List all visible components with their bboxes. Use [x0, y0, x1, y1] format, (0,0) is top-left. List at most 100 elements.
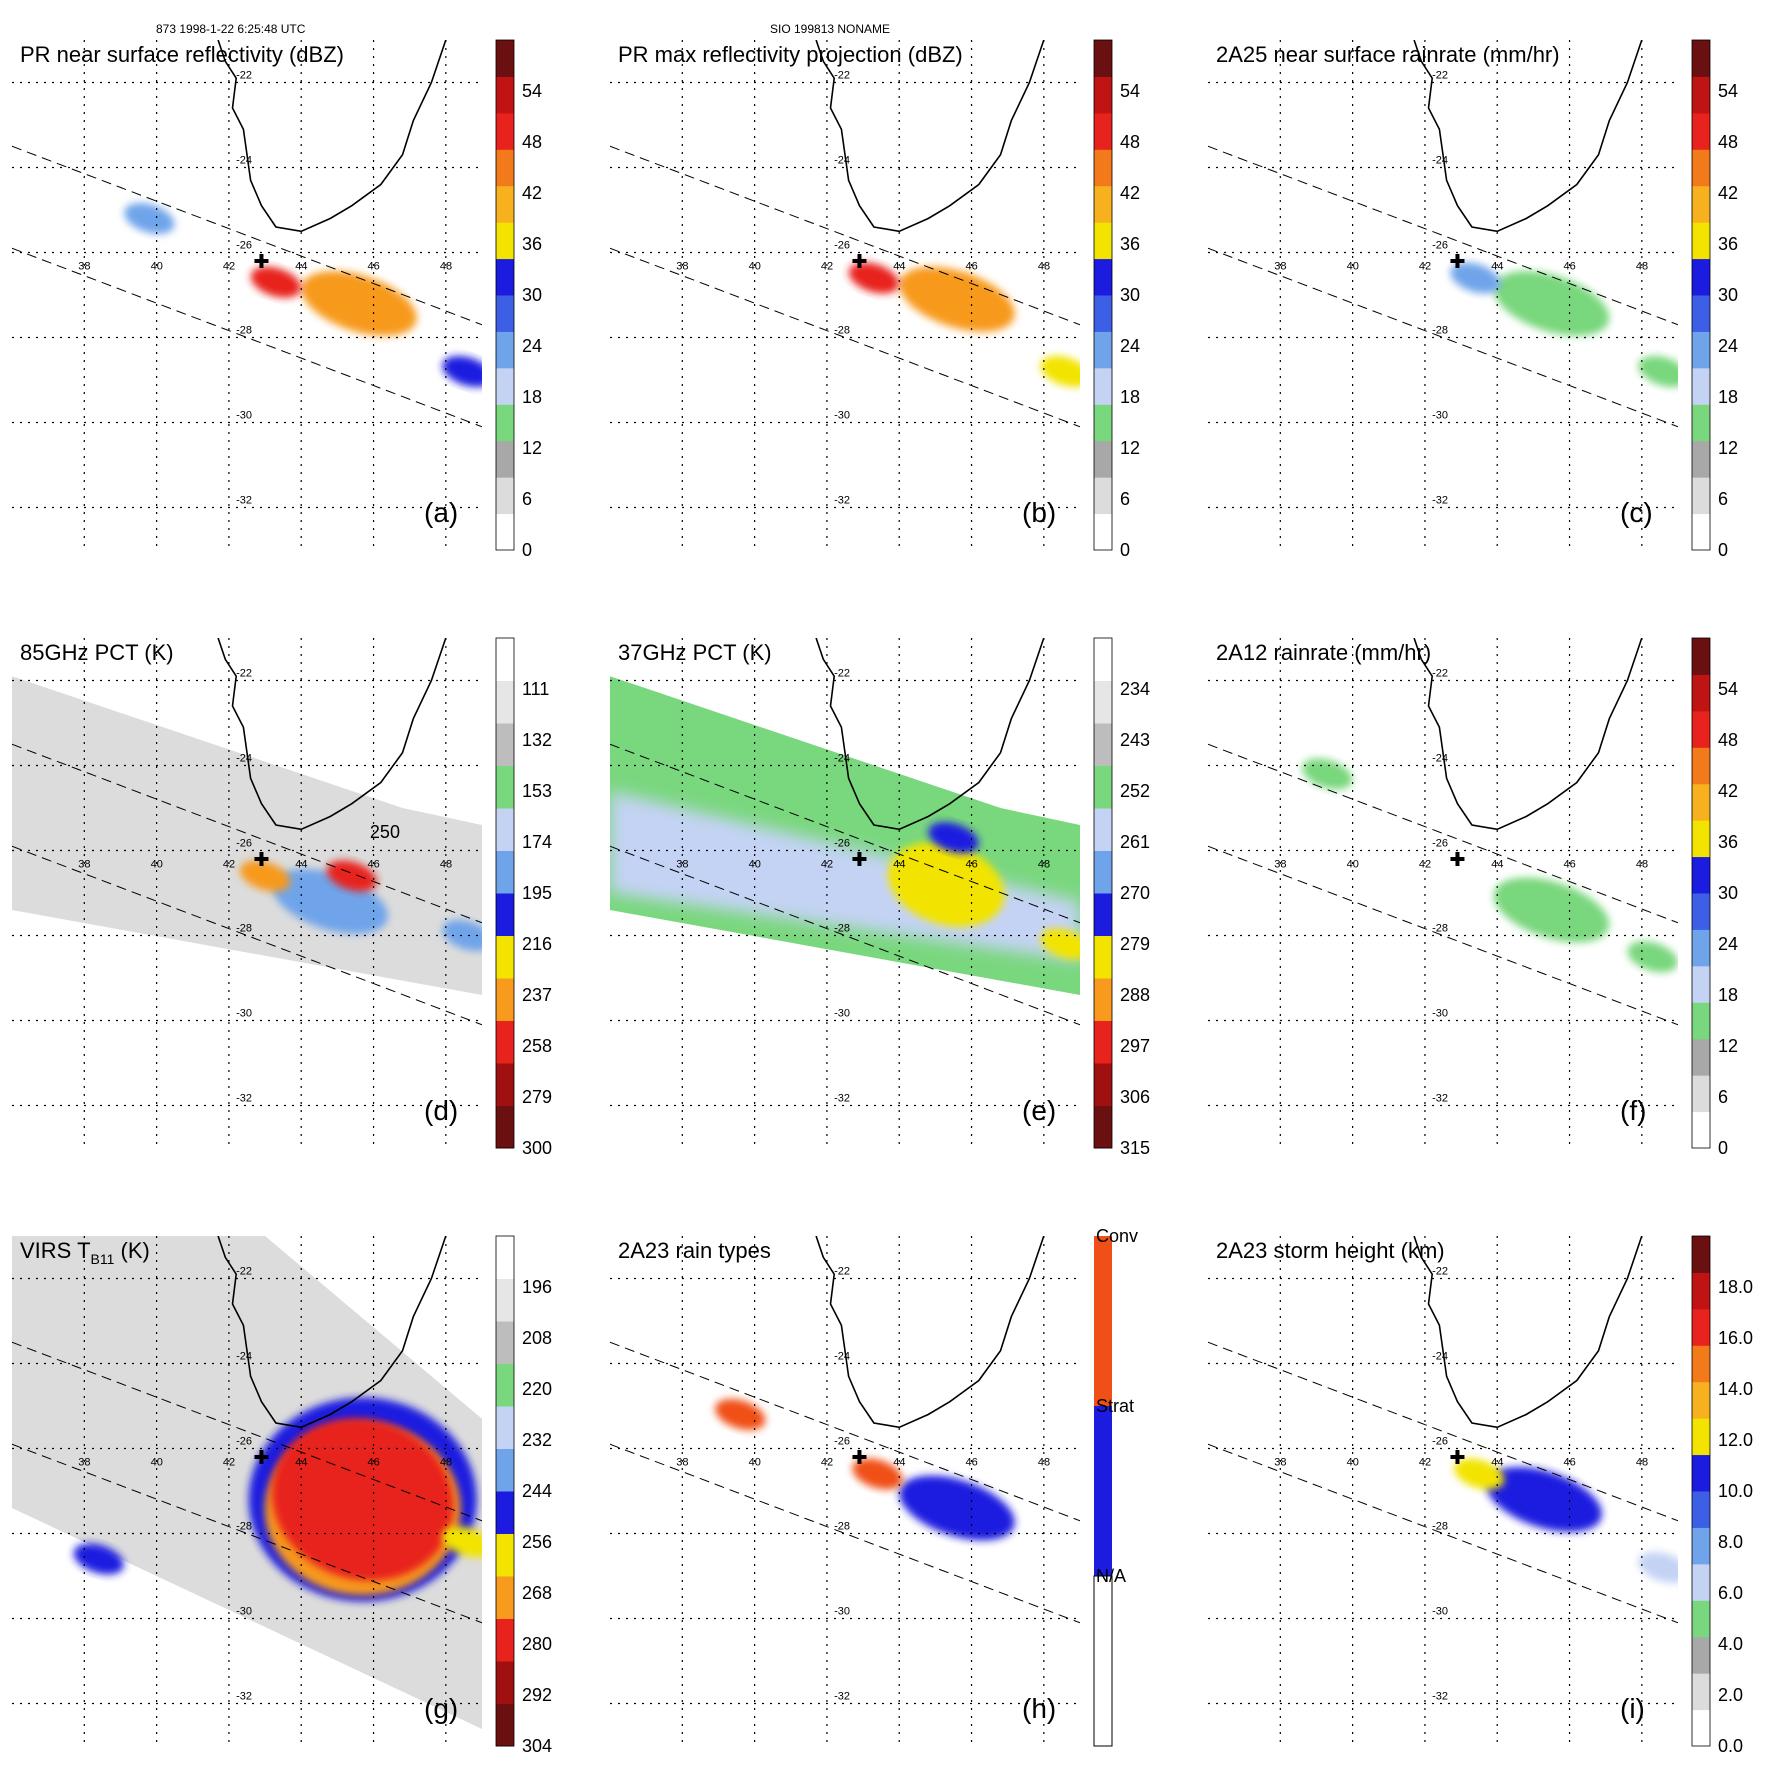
colorbar-tick: 54: [522, 81, 542, 101]
colorbar-step: [496, 978, 514, 1021]
colorbar-step: [496, 1278, 514, 1322]
colorbar-label: Conv: [1096, 1226, 1138, 1246]
colorbar-step: [1094, 149, 1112, 187]
panel-title: 85GHz PCT (K): [20, 640, 174, 665]
lon-tick-label: 38: [1274, 1457, 1286, 1469]
colorbar-tick: 280: [522, 1634, 552, 1654]
colorbar-step: [1692, 820, 1710, 858]
colorbar-tick: 270: [1120, 883, 1150, 903]
lat-tick-label: -24: [1432, 753, 1448, 765]
colorbar-tick: 36: [1718, 832, 1738, 852]
colorbar-step: [496, 850, 514, 894]
colorbar-tick: 6: [522, 489, 532, 509]
panel-d: 38 40 42 44 46 48 -22 -24 -26 -28 -30 -32 85GHz PCT …: [12, 637, 552, 1158]
colorbar-tick: 12.0: [1718, 1430, 1753, 1450]
map-grid: [610, 40, 1080, 550]
lat-tick-label: -32: [1432, 1691, 1448, 1703]
colorbar-tick: 237: [522, 985, 552, 1005]
colorbar-tick: 243: [1120, 730, 1150, 750]
lat-tick-label: -32: [834, 1093, 850, 1105]
colorbar-step: [1692, 1491, 1710, 1528]
swath-edge-south: [610, 845, 1080, 1026]
coastline: [217, 1236, 447, 1429]
colorbar-tick: 18: [1718, 387, 1738, 407]
colorbar-step: [496, 808, 514, 851]
panel-label: (d): [424, 1095, 458, 1126]
colorbar-tick: 216: [522, 934, 552, 954]
panel-title: 2A12 rainrate (mm/hr): [1216, 640, 1431, 665]
lon-tick-label: 42: [223, 1457, 235, 1469]
lat-tick-label: -28: [834, 325, 850, 337]
panel-label: (e): [1022, 1095, 1056, 1126]
lat-tick-label: -24: [236, 1351, 252, 1363]
colorbar-step: [1692, 222, 1710, 260]
colorbar-step: [1692, 1038, 1710, 1076]
data-blob: [1302, 758, 1353, 790]
lon-tick-label: 40: [151, 1457, 163, 1469]
lat-tick-label: -28: [1432, 1521, 1448, 1533]
data-blob: [1486, 1467, 1602, 1532]
colorbar-tick: 292: [522, 1685, 552, 1705]
lon-tick-label: 40: [1347, 1457, 1359, 1469]
panel-label: (c): [1620, 497, 1653, 528]
colorbar-step: [1692, 638, 1710, 675]
colorbar-step: [496, 893, 514, 936]
lat-tick-label: -26: [236, 1436, 252, 1448]
colorbar-step: [1692, 112, 1710, 150]
colorbar-tick: 30: [522, 285, 542, 305]
lat-tick-label: -28: [236, 325, 252, 337]
colorbar-step: [1094, 1063, 1112, 1106]
data-blob: [442, 1526, 482, 1558]
colorbar-step: [1692, 367, 1710, 405]
swath-edge-south: [12, 1443, 482, 1624]
lat-tick-label: -26: [834, 1436, 850, 1448]
colorbar-step: [496, 1618, 514, 1662]
panel-g: 38 40 42 44 46 48 -22 -24 -26 -28 -30 -32 VIRS TB11 …: [12, 1235, 552, 1756]
lat-tick-label: -22: [236, 1266, 252, 1278]
lon-tick-label: 44: [1491, 859, 1503, 871]
data-blob: [326, 860, 377, 892]
lat-tick-label: -30: [236, 1008, 252, 1020]
lon-tick-label: 38: [78, 261, 90, 273]
colorbar-step: [496, 1533, 514, 1577]
colorbar-tick: 300: [522, 1138, 552, 1158]
colorbar-step: [1094, 978, 1112, 1021]
lat-tick-label: -22: [236, 70, 252, 82]
colorbar-tick: 195: [522, 883, 552, 903]
storm-center-marker: [254, 852, 269, 866]
colorbar-tick: 304: [522, 1736, 552, 1756]
lat-tick-label: -30: [1432, 1008, 1448, 1020]
panel-label: (h): [1022, 1693, 1056, 1724]
lon-tick-label: 48: [1636, 261, 1648, 273]
data-blob: [715, 1398, 766, 1431]
lon-tick-label: 42: [821, 1457, 833, 1469]
colorbar-tick: 258: [522, 1036, 552, 1056]
lon-tick-label: 46: [1564, 261, 1576, 273]
colorbar-tick: 48: [1718, 730, 1738, 750]
colorbar-step: [1692, 1709, 1710, 1747]
lon-tick-label: 48: [1636, 859, 1648, 871]
panel-title: 2A23 rain types: [618, 1238, 771, 1263]
panel-title: PR max reflectivity projection (dBZ): [618, 42, 963, 67]
lat-tick-label: -22: [834, 1266, 850, 1278]
colorbar-step: [1094, 935, 1112, 979]
colorbar-step: [1094, 1020, 1112, 1064]
colorbar-step: [1094, 638, 1112, 681]
colorbar-step: [496, 513, 514, 551]
data-blob: [1638, 1551, 1678, 1584]
colorbar-step: [496, 477, 514, 515]
colorbar-tick: 315: [1120, 1138, 1150, 1158]
panel-title: VIRS TB11 (K): [20, 1238, 150, 1267]
colorbar-tick: 48: [522, 132, 542, 152]
colorbar-tick: 234: [1120, 679, 1150, 699]
colorbar-tick: 48: [1120, 132, 1140, 152]
storm-center-marker: [1450, 254, 1465, 268]
data-blob: [848, 262, 900, 294]
map-grid: [12, 638, 482, 1148]
colorbar-step: [1692, 1563, 1710, 1601]
colorbar-tick: 6: [1718, 489, 1728, 509]
colorbar-step: [1094, 40, 1112, 77]
lon-tick-label: 48: [440, 859, 452, 871]
lon-tick-label: 44: [1491, 1457, 1503, 1469]
swath-edge-north: [1208, 743, 1678, 924]
